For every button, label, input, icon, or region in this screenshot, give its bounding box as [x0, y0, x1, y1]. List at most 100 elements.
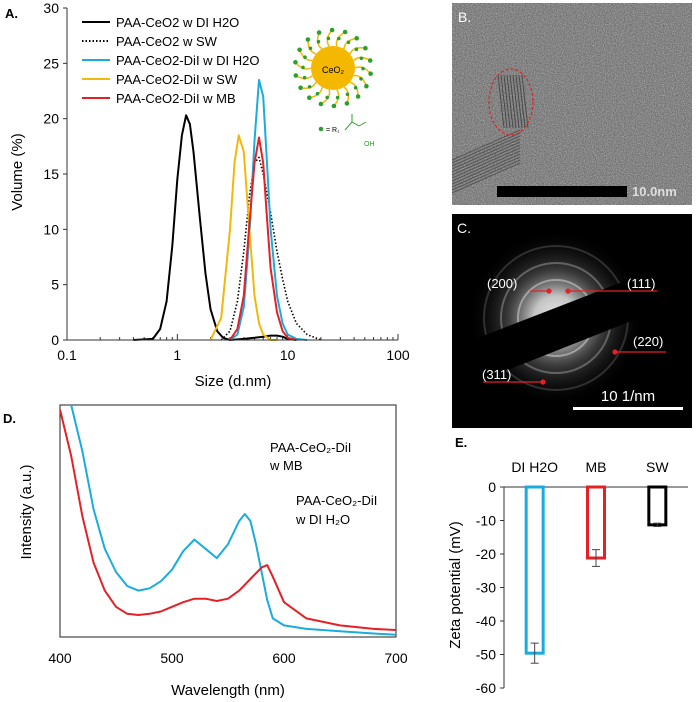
carboxyl-dot-icon	[354, 47, 359, 51]
carboxyl-dot-icon	[297, 47, 302, 53]
panel-e-y-tick-label: 0	[488, 479, 496, 495]
plane-label: (311)	[482, 367, 511, 382]
panel-d-label: D.	[3, 411, 16, 426]
carboxyl-dot-icon	[329, 27, 335, 33]
legend-label-paa-ceo2-dii-w-di-h2o: PAA-CeO2-DiI w DI H2O	[116, 53, 260, 68]
series-line-paa-ceo2-dii-w-mb	[229, 136, 297, 341]
series-line-paa-ceo2-dii-w-mb	[70, 405, 396, 636]
carboxyl-dot-icon	[342, 29, 348, 35]
carboxyl-dot-icon	[325, 95, 330, 100]
panel-a-y-tick-label: 15	[43, 166, 59, 182]
carboxyl-dot-icon	[303, 55, 307, 59]
tem-scale-bar-label: 10.0nm	[632, 184, 677, 199]
carboxyl-dot-icon	[308, 46, 313, 51]
saed-plane-markers: (200) (111) (220) (311)	[482, 276, 666, 385]
carboxyl-dot-icon	[331, 103, 337, 109]
plane-label: (111)	[627, 276, 655, 291]
lattice-fringe-line	[515, 74, 523, 129]
carboxyl-dot-icon	[345, 92, 350, 97]
series-line-paa-ceo2-w-sw	[220, 156, 322, 341]
panel-e-zeta-potential: E. 0 -10 -20 -30 -40 -50 -60 DI H2O MB SW Zeta po…	[447, 435, 688, 696]
carboxyl-dot-icon	[318, 101, 324, 107]
annotation-mb-line1: PAA-CeO₂-DiI	[270, 440, 351, 455]
panel-d-y-axis-title: Intensity (a.u.)	[18, 464, 35, 559]
panel-c-saed-pattern: (200) (111) (220) (311) 10 1/nm C.	[452, 214, 692, 428]
panel-d-plot-frame	[59, 404, 397, 638]
ceo2-core-label: CeO₂	[322, 65, 345, 75]
panel-d-x-tick-label: 500	[160, 650, 184, 666]
carboxyl-dot-icon	[302, 75, 307, 80]
lattice-fringe-line	[451, 150, 521, 182]
carboxyl-dot-icon	[305, 37, 311, 42]
panel-e-category-label: SW	[646, 459, 669, 475]
panel-e-y-tick-label: -10	[476, 513, 496, 529]
legend-label-paa-ceo2-dii-w-sw: PAA-CeO2-DiI w SW	[116, 72, 238, 87]
ceo2-core	[311, 46, 355, 90]
panel-e-category-label: DI H2O	[511, 459, 558, 475]
saed-scale-bar-label: 10 1/nm	[601, 388, 655, 405]
panel-a-legend: PAA-CeO2 w DI H2O PAA-CeO2 w SW PAA-CeO2-D…	[82, 15, 260, 106]
panel-a-y-axis-title: Volume (%)	[9, 133, 26, 211]
carboxyl-dot-icon	[326, 36, 331, 41]
tem-image-texture	[452, 3, 692, 205]
lattice-fringe-line	[451, 147, 521, 179]
legend-label-paa-ceo2-w-di-h2o: PAA-CeO2 w DI H2O	[116, 15, 239, 30]
lattice-fringe-line	[518, 74, 526, 129]
panel-c-label: C.	[457, 220, 471, 236]
saed-scale-bar	[573, 407, 683, 410]
plane-label: (200)	[487, 276, 517, 291]
carboxyl-dot-icon	[353, 85, 358, 90]
panel-a-y-tick-label: 30	[43, 0, 59, 16]
panel-a-y-tick-label: 25	[43, 55, 59, 71]
panel-a-label: A.	[5, 6, 18, 21]
panel-d-x-tick-label: 600	[272, 650, 296, 666]
panel-a-x-tick-label: 100	[386, 347, 410, 363]
panel-b-tem-image: 10.0nm B.	[451, 3, 692, 205]
series-line-paa-ceo2-w-di-h2o	[133, 114, 297, 341]
paa-chain	[307, 39, 317, 55]
panel-a-x-axis-title: Size (d.nm)	[195, 373, 272, 390]
tem-scale-bar	[497, 186, 627, 197]
zeta-bar-di-h2o	[524, 485, 545, 655]
carboxyl-structure-icon	[344, 114, 367, 131]
key-r1-label: = R₁	[326, 127, 340, 134]
plane-marker-dot	[612, 349, 618, 355]
panel-a-x-tick-label: 1	[173, 347, 181, 363]
lattice-fringe-line	[451, 162, 521, 194]
carboxyl-dot-icon	[293, 60, 298, 65]
carboxyl-dot-icon	[359, 56, 364, 61]
carboxyl-dot-icon	[363, 45, 368, 51]
key-dot-icon	[318, 126, 324, 132]
carboxyl-dot-icon	[359, 77, 363, 81]
panel-d-x-tick-label: 700	[384, 650, 408, 666]
legend-label-paa-ceo2-dii-w-mb: PAA-CeO2-DiI w MB	[116, 91, 236, 106]
carboxyl-dot-icon	[346, 40, 351, 45]
paa-ceo2-schematic: CeO₂ = R₁ OH	[293, 27, 375, 148]
annotation-h2o-line1: PAA-CeO₂-DiI	[296, 493, 377, 508]
lattice-fringe-line	[512, 74, 520, 129]
plane-marker-dot	[565, 288, 571, 294]
carboxyl-dot-icon	[355, 94, 361, 99]
lattice-fringe-line	[451, 135, 521, 167]
panel-e-category-label: MB	[586, 459, 607, 475]
panel-e-label: E.	[455, 435, 467, 450]
series-line-paa-ceo2-dii-w-di-h2o	[60, 409, 396, 631]
zeta-bar-mb	[586, 485, 606, 560]
carboxyl-dot-icon	[344, 101, 350, 106]
panel-e-y-axis-title: Zeta potential (mV)	[447, 521, 464, 649]
panel-d-fluorescence-spectra: D. 400 500 600 700 Wavelength (nm) Intensit…	[3, 404, 408, 699]
plane-label: (220)	[633, 334, 663, 349]
panel-a-x-tick-label: 0.1	[57, 347, 77, 363]
carboxyl-dot-icon	[307, 95, 312, 100]
panel-a-y-tick-label: 10	[43, 221, 59, 237]
oh-label: OH	[364, 141, 375, 148]
paa-chain	[309, 86, 323, 99]
annotation-h2o-line2: w DI H₂O	[295, 512, 350, 527]
carboxyl-dot-icon	[307, 85, 312, 89]
panel-e-y-tick-label: -50	[476, 647, 496, 663]
panel-a-x-tick-label: 10	[280, 347, 296, 363]
carboxyl-dot-icon	[301, 65, 305, 70]
panel-a-size-distribution: A. 0 5 10 15 20 25 30 0.1 1 10 100 Size (d.nm) Vol…	[5, 0, 410, 390]
carboxyl-dot-icon	[367, 58, 373, 63]
nanocrystal-highlight-ellipse	[488, 68, 534, 136]
